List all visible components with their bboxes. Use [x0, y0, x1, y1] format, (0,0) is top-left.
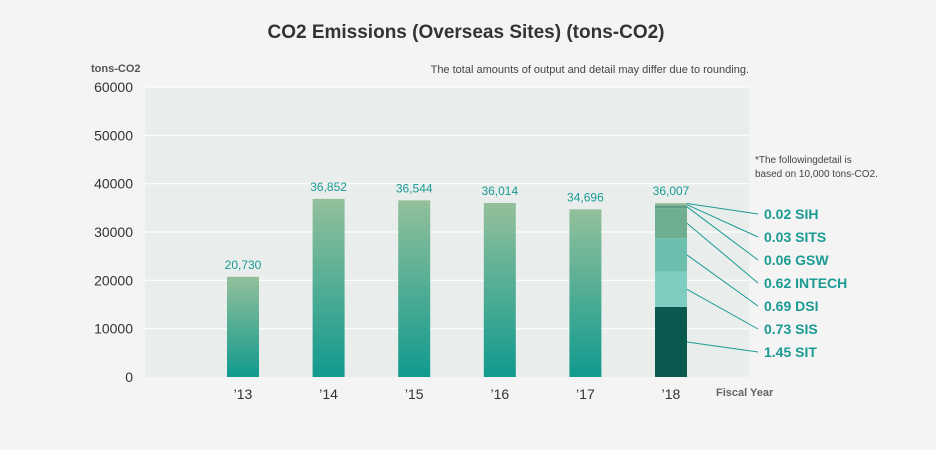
leader-line-sits: [686, 204, 759, 238]
detail-note-line2: based on 10,000 tons-CO2.: [755, 169, 878, 180]
segment-sits: [655, 203, 687, 206]
y-tick-label: 40000: [94, 176, 133, 192]
data-label: 36,852: [310, 180, 347, 194]
data-label: 36,014: [481, 184, 518, 198]
data-label: 20,730: [225, 258, 262, 272]
y-tick-label: 10000: [94, 321, 133, 337]
y-tick-label: 60000: [94, 79, 133, 95]
data-labels: 20,730 36,852 36,544 36,014 34,696 36,007: [225, 180, 690, 272]
y-axis-ticks: 0 10000 20000 30000 40000 50000 60000: [94, 79, 133, 385]
y-axis-label: tons-CO2: [91, 63, 141, 75]
leader-line-sih: [686, 202, 759, 215]
leader-line-intech: [686, 222, 759, 284]
leader-line-gsw: [686, 206, 759, 261]
rounding-note: The total amounts of output and detail m…: [431, 64, 749, 76]
x-axis-label: Fiscal Year: [716, 387, 774, 399]
bar-0: [227, 276, 259, 377]
data-label: 36,007: [653, 184, 690, 198]
x-axis-ticks: ’13 ’14 ’15 ’16 ’17 ’18: [234, 386, 681, 402]
segment-label-sis: 0.73 SIS: [764, 321, 818, 337]
breakdown-2018: 1.45 SIT 0.73 SIS 0.69 DSI 0.62 INTECH 0.06 …: [655, 202, 847, 377]
segment-label-dsi: 0.69 DSI: [764, 298, 818, 314]
data-label: 36,544: [396, 181, 433, 195]
y-tick-label: 30000: [94, 224, 133, 240]
segment-sit: [655, 306, 687, 377]
chart-title: CO2 Emissions (Overseas Sites) (tons-CO2…: [267, 22, 664, 43]
bar-1: [312, 198, 345, 377]
x-tick-label: ’13: [234, 386, 253, 402]
segment-dsi: [655, 238, 687, 272]
segment-label-gsw: 0.06 GSW: [764, 252, 829, 268]
segment-label-sits: 0.03 SITS: [764, 229, 826, 245]
y-tick-label: 50000: [94, 127, 133, 143]
segment-gsw: [655, 205, 687, 209]
x-tick-label: ’17: [576, 386, 595, 402]
bar-3: [483, 202, 516, 377]
x-tick-label: ’18: [662, 386, 681, 402]
leader-line-dsi: [686, 254, 759, 307]
segment-intech: [655, 208, 687, 239]
bar-2: [398, 200, 431, 377]
y-tick-label: 0: [125, 369, 133, 385]
bar-4: [569, 209, 602, 377]
x-tick-label: ’15: [405, 386, 424, 402]
detail-note-line1: *The followingdetail is: [755, 155, 852, 166]
leader-line-sis: [686, 288, 759, 330]
data-label: 34,696: [567, 190, 604, 204]
x-tick-label: ’14: [319, 386, 338, 402]
segment-label-sih: 0.02 SIH: [764, 206, 818, 222]
segment-label-sit: 1.45 SIT: [764, 344, 817, 360]
x-tick-label: ’16: [490, 386, 509, 402]
segment-sis: [655, 271, 687, 307]
bars: [227, 198, 602, 377]
leader-line-sit: [686, 341, 759, 353]
y-tick-label: 20000: [94, 272, 133, 288]
segment-sih: [655, 202, 687, 205]
segment-label-intech: 0.62 INTECH: [764, 275, 847, 291]
